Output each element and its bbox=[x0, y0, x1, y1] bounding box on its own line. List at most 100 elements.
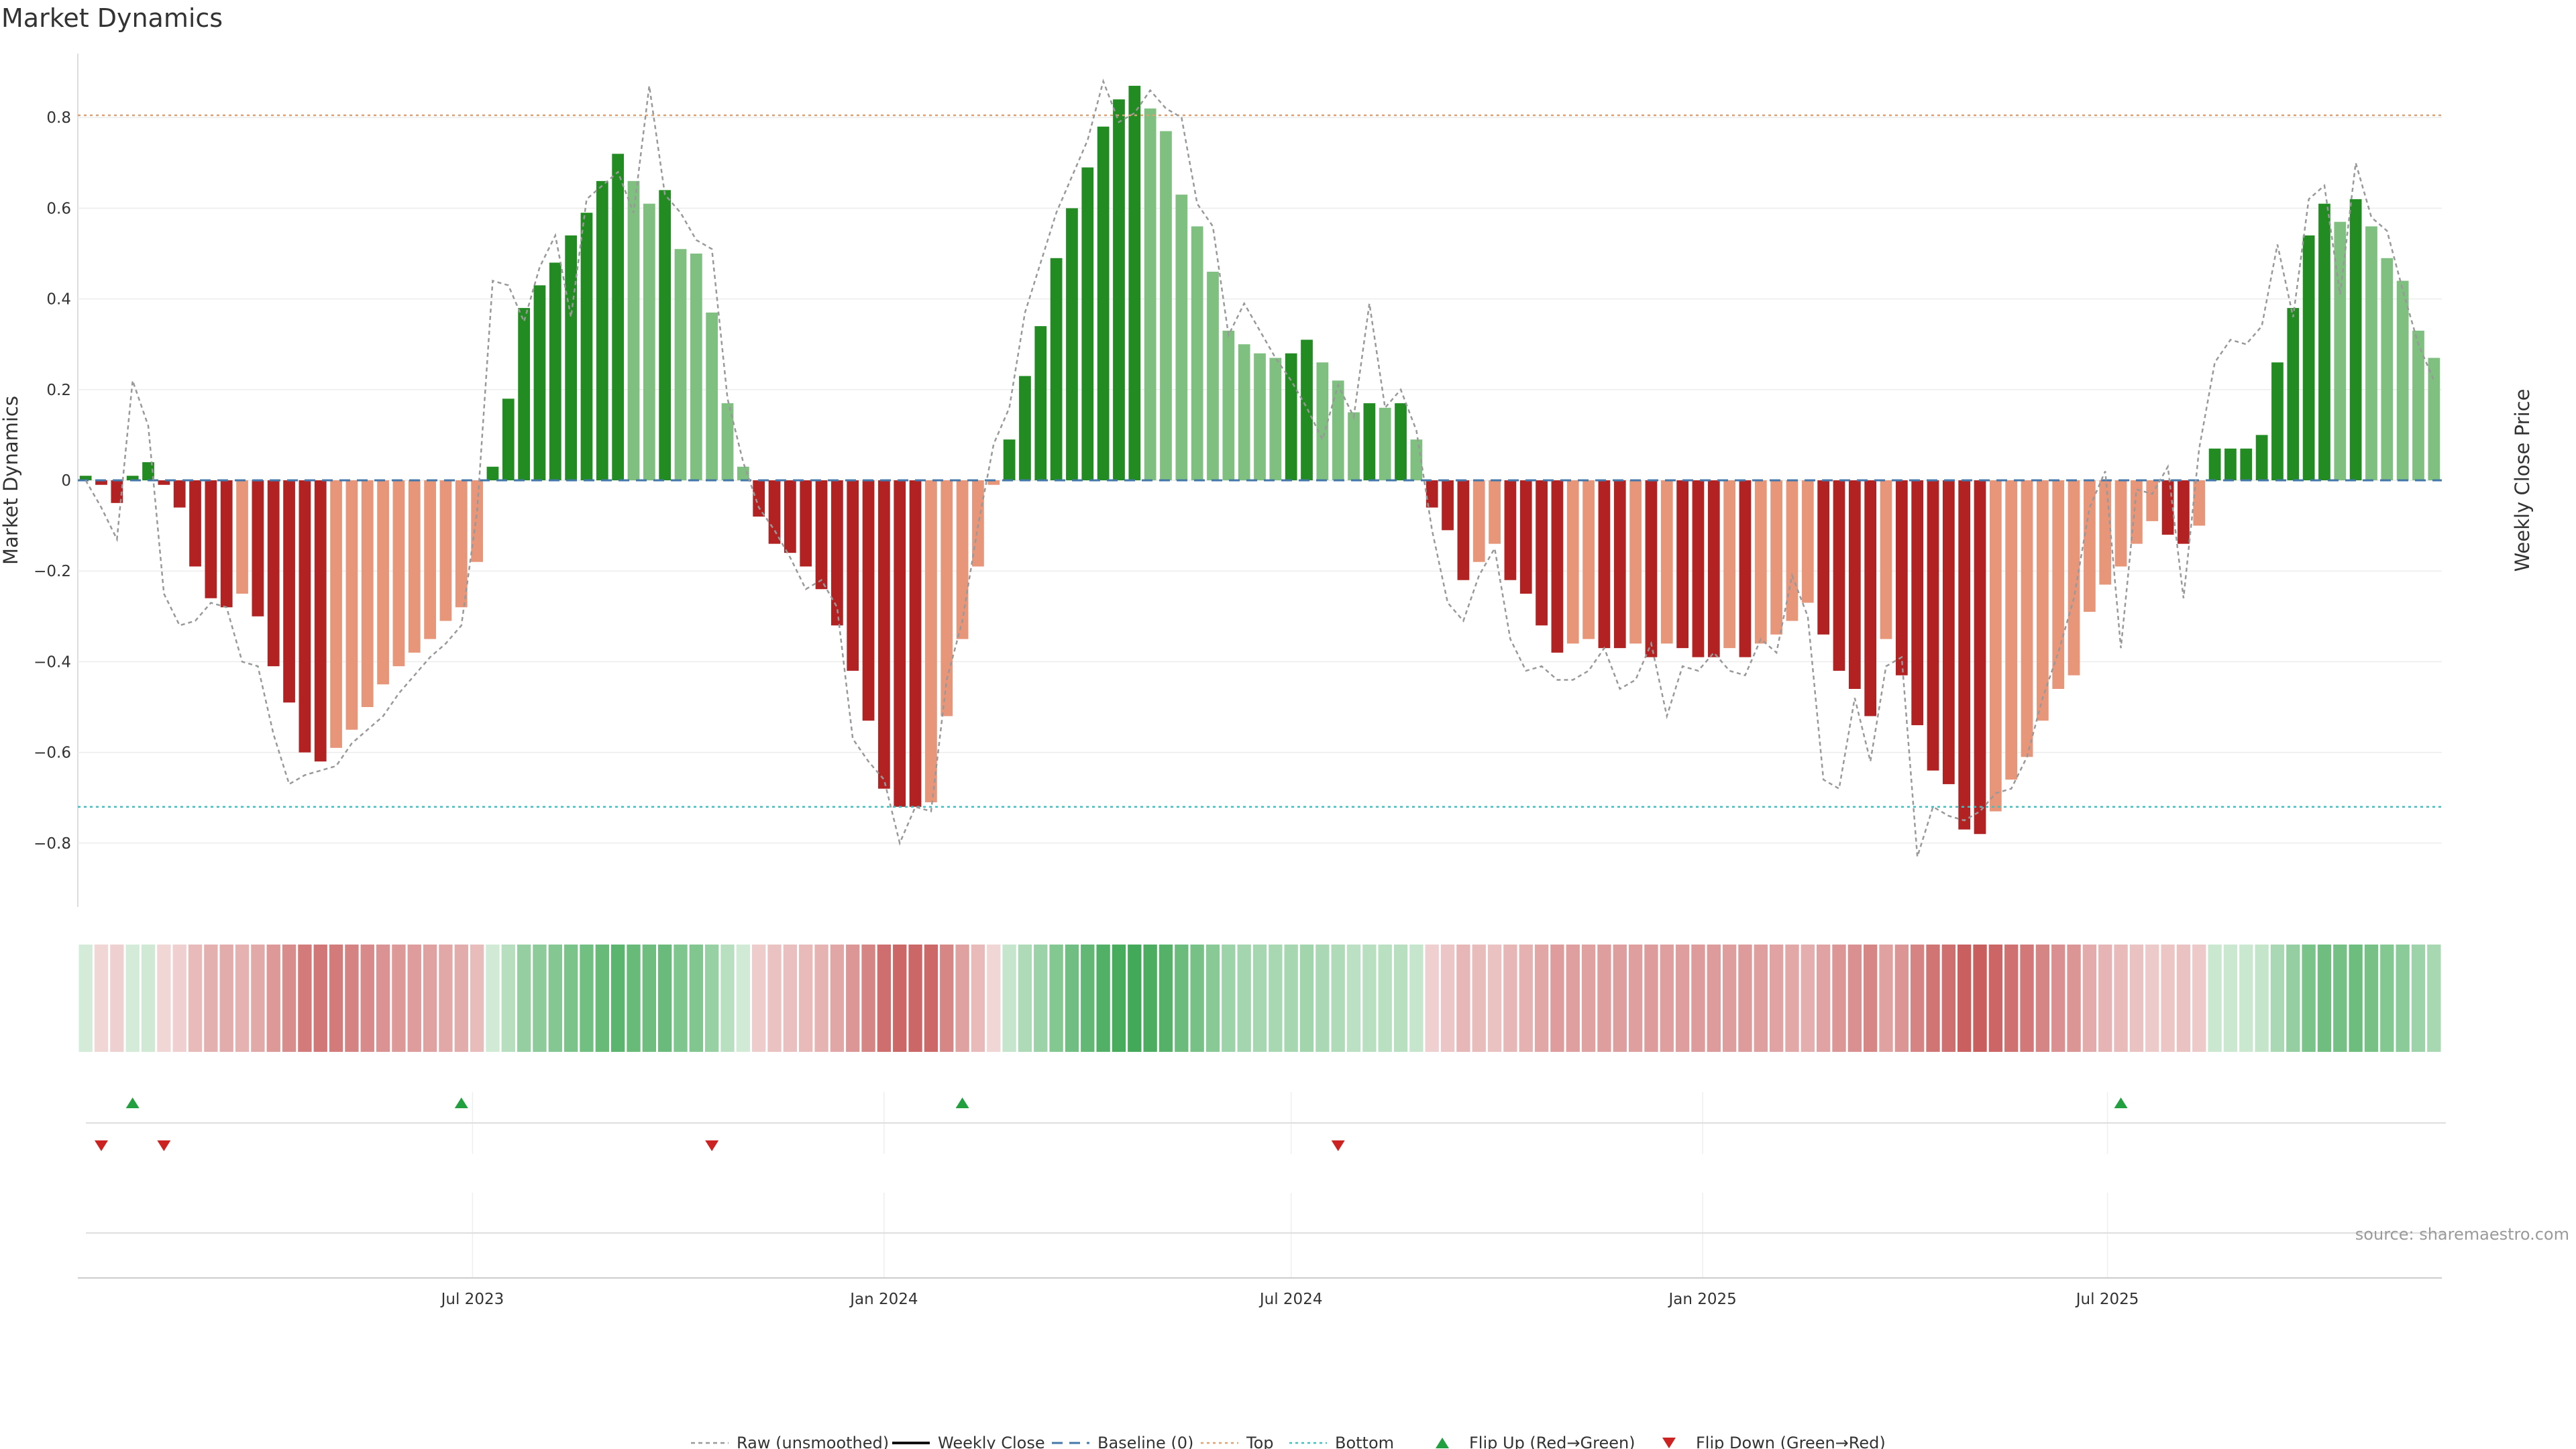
legend-label: Weekly Close bbox=[938, 1434, 1045, 1449]
heat-cell bbox=[752, 945, 766, 1052]
legend-item-flipdown: Flip Down (Green→Red) bbox=[1662, 1434, 1886, 1449]
md-bar bbox=[1786, 480, 1799, 621]
md-bar bbox=[220, 480, 233, 608]
md-bar bbox=[894, 480, 906, 807]
md-bar bbox=[1990, 480, 2002, 812]
heat-cell bbox=[877, 945, 892, 1052]
heat-cell bbox=[486, 945, 500, 1052]
legend-swatch-flip-up bbox=[1436, 1438, 1449, 1448]
md-bar bbox=[439, 480, 452, 621]
md-bar bbox=[424, 480, 436, 639]
source-note: source: sharemaestro.com bbox=[2355, 1225, 2569, 1244]
heat-cell bbox=[345, 945, 359, 1052]
heat-cell bbox=[1316, 945, 1330, 1052]
heat-cell bbox=[1957, 945, 1972, 1052]
heat-cell bbox=[1331, 945, 1345, 1052]
md-bar bbox=[2005, 480, 2018, 780]
heat-cell bbox=[2270, 945, 2285, 1052]
md-bar bbox=[1410, 439, 1423, 480]
md-bar bbox=[1254, 353, 1266, 480]
heat-cell bbox=[940, 945, 954, 1052]
md-bar bbox=[784, 480, 796, 553]
md-bar bbox=[377, 480, 389, 685]
heat-cell bbox=[1644, 945, 1658, 1052]
md-bar bbox=[2208, 448, 2221, 480]
md-bar bbox=[1536, 480, 1548, 626]
heat-cell bbox=[1613, 945, 1627, 1052]
heat-strip-panel bbox=[78, 945, 2441, 1052]
md-bar bbox=[1613, 480, 1626, 649]
heat-cell bbox=[2004, 945, 2019, 1052]
md-bar bbox=[1191, 226, 1203, 480]
heat-cell bbox=[1769, 945, 1784, 1052]
md-bar bbox=[1864, 480, 1877, 716]
heat-cell bbox=[439, 945, 453, 1052]
heat-cell bbox=[1675, 945, 1690, 1052]
heat-cell bbox=[1691, 945, 1705, 1052]
heat-cell bbox=[1222, 945, 1236, 1052]
heat-cell bbox=[1081, 945, 1095, 1052]
legend-label: Raw (unsmoothed) bbox=[737, 1434, 889, 1449]
md-bar bbox=[1472, 480, 1485, 562]
md-bar bbox=[1582, 480, 1595, 639]
heat-cell bbox=[1002, 945, 1016, 1052]
heat-cell bbox=[1409, 945, 1424, 1052]
md-bar bbox=[2271, 362, 2284, 480]
heat-cell bbox=[360, 945, 374, 1052]
flip-up-marker bbox=[2114, 1097, 2128, 1108]
md-bar bbox=[1598, 480, 1611, 649]
legend-label: Flip Up (Red→Green) bbox=[1469, 1434, 1635, 1449]
heat-cell bbox=[1175, 945, 1189, 1052]
md-bar bbox=[643, 203, 655, 480]
md-bar bbox=[987, 480, 1000, 485]
heat-cell bbox=[1065, 945, 1079, 1052]
md-bar bbox=[721, 403, 734, 480]
heat-cell bbox=[1754, 945, 1768, 1052]
heat-cell bbox=[2255, 945, 2269, 1052]
heat-cell bbox=[2333, 945, 2347, 1052]
md-bar bbox=[2193, 480, 2206, 526]
y-tick-label: 0 bbox=[61, 472, 71, 490]
heat-cell bbox=[595, 945, 609, 1052]
md-bar bbox=[95, 480, 107, 485]
md-bar bbox=[1097, 126, 1110, 481]
md-bar bbox=[1207, 272, 1219, 480]
md-bar bbox=[1817, 480, 1830, 635]
md-bar bbox=[1566, 480, 1579, 644]
md-bar bbox=[737, 466, 749, 480]
md-bar bbox=[345, 480, 358, 730]
heat-cell bbox=[1378, 945, 1392, 1052]
md-bar bbox=[2349, 199, 2362, 480]
heat-cell bbox=[830, 945, 845, 1052]
md-bar bbox=[956, 480, 969, 639]
legend-item-baseline: Baseline (0) bbox=[1052, 1434, 1193, 1449]
chart-title: Market Dynamics bbox=[1, 3, 223, 33]
heat-cell bbox=[1973, 945, 1987, 1052]
md-bar bbox=[1175, 195, 1188, 480]
heat-cell bbox=[1393, 945, 1408, 1052]
heat-cell bbox=[2082, 945, 2097, 1052]
md-bar bbox=[79, 476, 92, 480]
heat-cell bbox=[94, 945, 109, 1052]
heat-cell bbox=[580, 945, 594, 1052]
md-bar bbox=[283, 480, 295, 703]
md-bar bbox=[925, 480, 937, 802]
y-tick-label: 0.4 bbox=[46, 291, 71, 309]
heat-cell bbox=[423, 945, 437, 1052]
md-bar bbox=[1285, 353, 1297, 480]
heat-cell bbox=[157, 945, 171, 1052]
heat-cell bbox=[1472, 945, 1486, 1052]
md-bar bbox=[1379, 407, 1391, 480]
md-bar bbox=[2114, 480, 2127, 567]
heat-cell bbox=[1269, 945, 1283, 1052]
heat-cell bbox=[501, 945, 515, 1052]
md-bar bbox=[2068, 480, 2080, 676]
md-bar bbox=[706, 312, 718, 480]
heat-cell bbox=[908, 945, 922, 1052]
md-bar bbox=[142, 462, 154, 480]
md-bar bbox=[1269, 358, 1282, 480]
md-bar bbox=[2178, 480, 2190, 544]
md-bar bbox=[1848, 480, 1861, 689]
heat-cell bbox=[1988, 945, 2003, 1052]
y-tick-label: −0.4 bbox=[34, 653, 71, 671]
